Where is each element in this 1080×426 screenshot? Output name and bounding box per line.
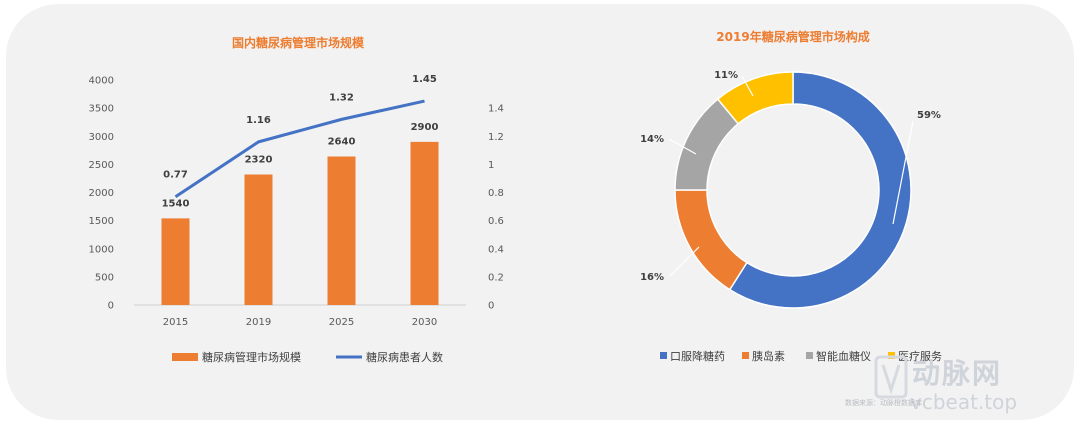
legend-label-bar: 糖尿病管理市场规模 [202,350,301,364]
x-tick-label: 2030 [412,317,437,328]
line-data-label: 1.32 [329,92,354,103]
bar-data-label: 2320 [245,155,273,166]
line-data-label: 1.16 [246,115,271,126]
leader-line [668,138,697,155]
x-tick-label: 2015 [163,317,188,328]
donut-slice [728,71,912,309]
bar [327,156,356,305]
bar-data-label: 2900 [411,122,439,133]
y-tick-label: 3000 [89,132,114,143]
y2-tick-label: 0.8 [488,188,504,199]
market-size-chart: 国内糖尿病管理市场规模 0 500 1000 1500 2000 2500 3000 3500 4… [89,35,504,364]
leader-line [741,75,754,97]
line-data-label: 0.77 [163,170,188,181]
line-series-patients [174,99,425,198]
y-tick-label: 2000 [89,188,114,199]
legend-label: 胰岛素 [752,349,785,363]
legend-swatch-bar [172,353,198,361]
legend-swatch [888,352,895,359]
y-tick-label: 4000 [89,76,114,87]
y2-tick-label: 0.6 [488,216,504,227]
chart-title: 2019年糖尿病管理市场构成 [716,29,869,44]
leader-line [669,246,700,277]
bar [244,174,273,305]
donut-slice [674,189,748,291]
chart-title: 国内糖尿病管理市场规模 [232,35,365,50]
y-tick-label: 1500 [89,216,114,227]
bar [161,218,190,305]
slice-data-label: 14% [640,134,664,145]
slice-data-label: 16% [640,272,664,283]
bar [410,141,439,305]
line-data-label: 1.45 [412,74,437,85]
y-tick-label: 2500 [89,160,114,171]
y-tick-label: 3500 [89,104,114,115]
leader-line [892,120,914,225]
slice-data-label: 59% [917,110,941,121]
y2-tick-label: 0.4 [488,244,504,255]
x-tick-label: 2019 [246,317,271,328]
watermark-site: vcbeat.top [910,390,1018,414]
donut-slice [716,71,794,125]
slice-data-label: 11% [714,70,738,81]
legend-label: 智能血糖仪 [816,349,871,363]
legend-swatch [742,352,749,359]
y-tick-label: 0 [108,301,114,312]
y2-tick-label: 1.4 [488,104,504,115]
legend-label: 口服降糖药 [670,349,725,363]
y2-tick-label: 0.2 [488,272,504,283]
legend-swatch [806,352,813,359]
watermark-note: 数据来源：动脉橙数据库 [845,399,922,407]
legend-label-line: 糖尿病患者人数 [366,350,443,364]
x-tick-label: 2025 [329,317,354,328]
watermark-brand: 动脉网 [912,357,1003,390]
y-tick-label: 1000 [89,244,114,255]
y2-tick-label: 1.2 [488,132,504,143]
bar-data-label: 1540 [162,198,190,209]
bar-data-label: 2640 [328,137,356,148]
legend-swatch [660,352,667,359]
y2-tick-label: 1 [488,160,494,171]
y2-tick-label: 0 [488,301,494,312]
legend-label: 医疗服务 [898,349,942,363]
y-tick-label: 500 [95,272,114,283]
